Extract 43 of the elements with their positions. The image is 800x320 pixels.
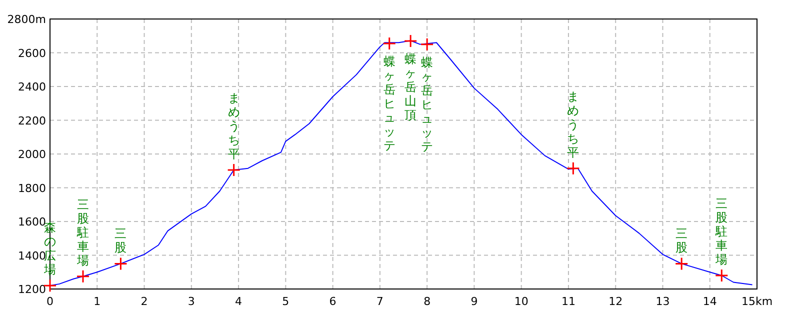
- y-tick-label: 1200: [18, 283, 46, 296]
- y-tick-label: 2600: [18, 46, 46, 60]
- point: [674, 256, 688, 270]
- annotation: まめうち平: [228, 91, 240, 162]
- x-tick-label: 6: [329, 295, 336, 308]
- y-tick-label: 1400: [18, 249, 46, 262]
- annotation: 三股駐車場: [76, 197, 89, 268]
- x-tick-label: 7: [376, 295, 384, 308]
- annotation: まめうち平: [567, 89, 580, 160]
- x-tick-label: 15km: [741, 295, 773, 308]
- x-tick-label: 3: [188, 295, 195, 308]
- point: [404, 34, 418, 48]
- annotation: 三股: [114, 226, 127, 255]
- point: [227, 163, 241, 177]
- x-tick-label: 9: [470, 295, 478, 308]
- point: [114, 256, 128, 270]
- x-tick-label: 14: [702, 295, 717, 308]
- y-tick-label: 1800: [18, 182, 46, 195]
- y-tick-label: 2800m: [7, 13, 46, 26]
- x-tick-label: 8: [424, 295, 431, 308]
- x-tick-label: 11: [561, 295, 576, 308]
- annotation: 蝶ヶ岳山頂: [404, 52, 417, 122]
- x-tick-label: 1: [94, 295, 101, 308]
- x-tick-label: 0: [46, 295, 54, 308]
- y-tick-label: 2200: [18, 114, 46, 128]
- annotation: 三股: [676, 226, 688, 255]
- annotation: 蝶ヶ岳ヒュッテ: [383, 54, 396, 152]
- y-tick-label: 2400: [18, 80, 46, 94]
- annotation: 蝶ヶ岳ヒュッテ: [421, 55, 434, 154]
- annotation: 三股駐車場: [714, 196, 728, 266]
- point: [714, 268, 728, 282]
- x-tick-label: 4: [235, 295, 242, 308]
- point: [420, 38, 434, 52]
- x-tick-label: 12: [608, 295, 623, 308]
- x-tick-label: 13: [656, 295, 670, 308]
- point: [566, 162, 580, 176]
- x-tick-label: 2: [140, 295, 148, 308]
- x-tick-label: 10: [514, 295, 528, 308]
- point: [382, 36, 396, 50]
- x-tick-label: 5: [282, 295, 290, 308]
- point: [76, 270, 90, 284]
- y-tick-label: 2000: [18, 148, 46, 161]
- y-tick-label: 1600: [18, 216, 46, 228]
